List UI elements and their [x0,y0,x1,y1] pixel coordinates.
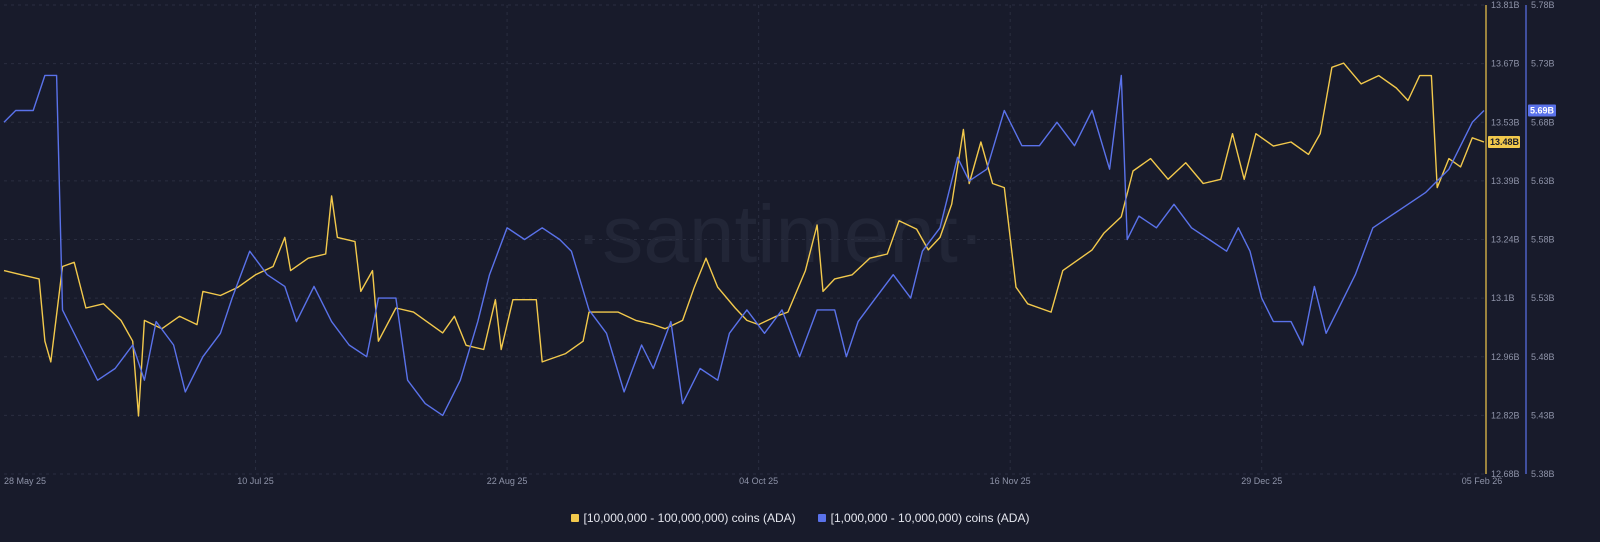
legend-swatch-yellow [570,514,579,522]
blue-axis-tick-label: 5.53B [1531,293,1555,303]
yellow-axis-tick-label: 13.24B [1491,235,1520,245]
yellow-axis-tick-label: 12.96B [1491,352,1520,362]
yellow-current-value-badge [1488,135,1520,148]
yellow-axis-tick-label: 13.81B [1491,0,1520,10]
x-tick-label: 10 Jul 25 [237,476,274,486]
blue-axis-tick-label: 5.38B [1531,469,1555,479]
chart-legend: [10,000,000 - 100,000,000) coins (ADA) [… [0,511,1600,525]
blue-axis-tick-label: 5.78B [1531,0,1555,10]
x-tick-label: 22 Aug 25 [487,476,528,486]
series-line-yellow [3,62,1485,417]
yellow-axis-tick-label: 12.82B [1491,410,1520,420]
x-tick-label: 16 Nov 25 [990,476,1031,486]
yellow-axis-tick-label: 13.39B [1491,176,1520,186]
yellow-axis-tick-label: 13.53B [1491,117,1520,127]
blue-axis-tick-label: 5.58B [1531,235,1555,245]
yellow-axis-tick-label: 13.67B [1491,59,1520,69]
legend-label-yellow: [10,000,000 - 100,000,000) coins (ADA) [583,511,796,525]
series-line-blue [3,74,1485,417]
yellow-current-value-label: 13.48B [1490,137,1520,147]
blue-current-value-badge [1528,104,1556,117]
legend-item-yellow[interactable]: [10,000,000 - 100,000,000) coins (ADA) [570,511,796,525]
blue-current-value-label: 5.69B [1530,106,1555,116]
santiment-watermark: ·santiment· [575,189,985,280]
blue-axis-tick-label: 5.68B [1531,117,1555,127]
x-tick-label: 28 May 25 [4,476,46,486]
legend-item-blue[interactable]: [1,000,000 - 10,000,000) coins (ADA) [817,511,1030,525]
blue-axis-tick-label: 5.63B [1531,176,1555,186]
blue-axis-tick-label: 5.43B [1531,410,1555,420]
legend-swatch-blue [817,514,826,522]
yellow-axis-tick-label: 13.1B [1491,293,1515,303]
x-tick-label: 29 Dec 25 [1241,476,1282,486]
yellow-axis-tick-label: 12.68B [1491,469,1520,479]
x-tick-label: 05 Feb 26 [1462,476,1503,486]
blue-axis-tick-label: 5.73B [1531,59,1555,69]
x-tick-label: 04 Oct 25 [739,476,778,486]
legend-label-blue: [1,000,000 - 10,000,000) coins (ADA) [830,511,1030,525]
blue-axis-tick-label: 5.48B [1531,352,1555,362]
